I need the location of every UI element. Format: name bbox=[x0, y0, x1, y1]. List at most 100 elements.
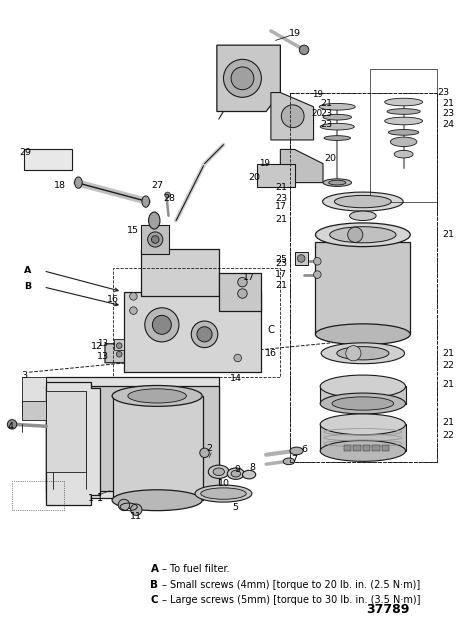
Ellipse shape bbox=[142, 196, 149, 207]
Circle shape bbox=[129, 307, 137, 314]
Ellipse shape bbox=[74, 177, 82, 188]
Polygon shape bbox=[219, 273, 261, 311]
Text: 21: 21 bbox=[275, 282, 287, 291]
Ellipse shape bbox=[385, 117, 423, 125]
Ellipse shape bbox=[323, 192, 403, 211]
Text: 21: 21 bbox=[275, 183, 287, 192]
Text: 37789: 37789 bbox=[366, 602, 409, 616]
Polygon shape bbox=[256, 164, 294, 187]
Text: 14: 14 bbox=[230, 374, 242, 383]
Text: – Small screws (4mm) [torque to 20 lb. in. (2.5 N·m)]: – Small screws (4mm) [torque to 20 lb. i… bbox=[162, 579, 420, 590]
Text: 1: 1 bbox=[88, 494, 94, 503]
Polygon shape bbox=[271, 93, 314, 140]
Circle shape bbox=[116, 343, 122, 349]
Text: 22: 22 bbox=[443, 431, 455, 440]
Text: 2: 2 bbox=[206, 444, 212, 453]
Text: 20: 20 bbox=[325, 154, 337, 163]
Circle shape bbox=[281, 105, 304, 127]
Ellipse shape bbox=[323, 179, 352, 186]
Text: 21: 21 bbox=[443, 100, 455, 109]
Text: 21: 21 bbox=[443, 230, 455, 239]
Bar bbox=[320, 424, 406, 451]
Bar bbox=[24, 149, 72, 170]
Circle shape bbox=[234, 354, 241, 362]
Ellipse shape bbox=[324, 136, 351, 140]
Text: C: C bbox=[150, 595, 158, 605]
Text: 7: 7 bbox=[292, 455, 298, 464]
Ellipse shape bbox=[290, 447, 303, 455]
Text: 17: 17 bbox=[243, 273, 255, 282]
Ellipse shape bbox=[319, 104, 356, 110]
Bar bbox=[344, 445, 352, 451]
Text: 23: 23 bbox=[437, 88, 449, 97]
Ellipse shape bbox=[394, 150, 413, 158]
Ellipse shape bbox=[128, 389, 186, 403]
Text: 19: 19 bbox=[289, 30, 301, 39]
Ellipse shape bbox=[350, 211, 376, 221]
Text: 21: 21 bbox=[320, 100, 333, 109]
Circle shape bbox=[348, 227, 363, 242]
Text: 13: 13 bbox=[97, 340, 108, 349]
Bar bbox=[373, 445, 380, 451]
Bar bbox=[112, 268, 280, 377]
Ellipse shape bbox=[387, 109, 420, 114]
Ellipse shape bbox=[391, 137, 417, 147]
Polygon shape bbox=[141, 225, 169, 254]
Polygon shape bbox=[46, 382, 100, 505]
Text: 8: 8 bbox=[249, 462, 255, 471]
Ellipse shape bbox=[112, 386, 202, 406]
Ellipse shape bbox=[195, 485, 252, 502]
Text: 18: 18 bbox=[54, 181, 65, 190]
Polygon shape bbox=[141, 249, 219, 296]
Bar bbox=[112, 396, 202, 500]
Text: 15: 15 bbox=[128, 226, 139, 235]
Text: 16: 16 bbox=[107, 294, 118, 303]
Ellipse shape bbox=[213, 468, 224, 476]
Text: A: A bbox=[150, 565, 158, 574]
Ellipse shape bbox=[316, 324, 410, 345]
Ellipse shape bbox=[201, 488, 246, 499]
Circle shape bbox=[346, 346, 361, 361]
Text: 25: 25 bbox=[275, 255, 287, 264]
Text: 11: 11 bbox=[130, 512, 142, 521]
Circle shape bbox=[118, 499, 129, 511]
Bar bbox=[363, 445, 371, 451]
Ellipse shape bbox=[385, 98, 423, 106]
Text: B: B bbox=[150, 579, 158, 590]
Text: 24: 24 bbox=[443, 120, 455, 129]
Text: 16: 16 bbox=[265, 349, 277, 358]
Ellipse shape bbox=[316, 223, 410, 247]
Circle shape bbox=[164, 192, 170, 198]
Circle shape bbox=[297, 255, 305, 262]
Text: 12: 12 bbox=[91, 342, 103, 351]
Text: 17: 17 bbox=[275, 270, 287, 279]
Text: C: C bbox=[267, 325, 274, 334]
Polygon shape bbox=[46, 386, 219, 491]
Ellipse shape bbox=[231, 470, 240, 477]
Text: 28: 28 bbox=[164, 194, 175, 203]
Text: 27: 27 bbox=[151, 181, 163, 190]
Ellipse shape bbox=[148, 212, 160, 229]
Text: 23: 23 bbox=[320, 109, 333, 118]
Bar bbox=[320, 386, 406, 404]
Text: 23: 23 bbox=[275, 194, 287, 203]
Text: 22: 22 bbox=[443, 361, 455, 370]
Text: 29: 29 bbox=[19, 148, 31, 157]
Circle shape bbox=[151, 236, 159, 243]
Text: 5: 5 bbox=[232, 503, 238, 512]
Bar bbox=[371, 69, 437, 201]
Circle shape bbox=[116, 351, 122, 357]
Polygon shape bbox=[46, 377, 219, 500]
Circle shape bbox=[314, 271, 321, 278]
Bar bbox=[12, 481, 64, 510]
Text: 10: 10 bbox=[218, 478, 229, 487]
Bar bbox=[114, 339, 124, 350]
Text: 21: 21 bbox=[443, 349, 455, 358]
Polygon shape bbox=[124, 292, 261, 372]
Polygon shape bbox=[280, 149, 323, 183]
Text: 3: 3 bbox=[21, 370, 27, 379]
Bar bbox=[316, 242, 410, 334]
Text: A: A bbox=[24, 266, 31, 275]
Polygon shape bbox=[217, 45, 280, 111]
Ellipse shape bbox=[335, 195, 392, 208]
